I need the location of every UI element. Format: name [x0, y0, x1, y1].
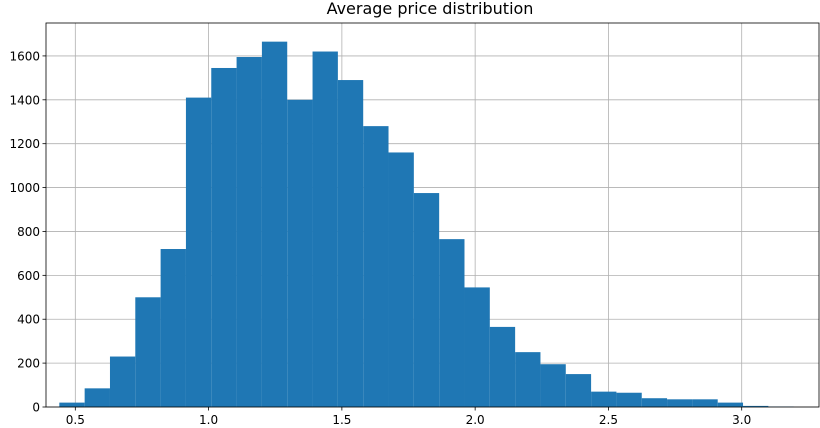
x-tick-label: 0.5: [66, 413, 85, 427]
x-tick-label: 3.0: [732, 413, 751, 427]
histogram-bar: [717, 402, 744, 407]
histogram-bar: [135, 297, 161, 407]
histogram-bar: [616, 392, 642, 407]
x-tick-label: 1.5: [332, 413, 351, 427]
y-tick-label: 1200: [9, 137, 40, 151]
y-tick-label: 1600: [9, 49, 40, 63]
histogram-bar: [59, 402, 85, 407]
histogram-bar: [591, 391, 617, 407]
histogram-bar: [160, 249, 186, 407]
histogram-bar: [515, 352, 541, 407]
histogram-bar: [287, 99, 313, 408]
histogram-bar: [565, 374, 592, 407]
histogram-bar: [743, 405, 769, 407]
x-tick-label: 2.0: [466, 413, 485, 427]
histogram-bar: [211, 67, 237, 408]
x-tick-label: 1.0: [199, 413, 218, 427]
histogram-bar: [109, 356, 136, 407]
histogram-bar: [185, 97, 212, 407]
histogram-bar: [540, 364, 566, 407]
y-tick-label: 600: [17, 269, 40, 283]
histogram-bar: [337, 80, 364, 408]
x-tick-label: 2.5: [599, 413, 618, 427]
histogram-bar: [692, 399, 718, 407]
y-tick-label: 0: [32, 401, 40, 415]
histogram-bar: [667, 399, 693, 407]
y-axis: 0 200 400 600 800 1000 1200 1400 1600: [9, 49, 46, 415]
grid-lines: [46, 23, 819, 408]
histogram-bars: [59, 41, 794, 408]
y-tick-label: 1400: [9, 93, 40, 107]
histogram-bar: [641, 398, 668, 407]
histogram-bar: [439, 239, 465, 407]
histogram-bar: [84, 388, 110, 407]
chart-title: Average price distribution: [327, 0, 534, 18]
histogram-bar: [236, 57, 262, 408]
histogram-bar: [464, 287, 490, 407]
histogram-bar: [261, 41, 288, 407]
y-tick-label: 1000: [9, 181, 40, 195]
y-tick-label: 800: [17, 225, 40, 239]
histogram-bar: [363, 126, 389, 407]
y-tick-label: 400: [17, 313, 40, 327]
y-tick-label: 200: [17, 357, 40, 371]
x-axis: 0.5 1.0 1.5 2.0 2.5 3.0: [66, 407, 751, 427]
histogram-bar: [312, 51, 338, 407]
histogram-bar: [388, 152, 414, 407]
histogram-bar: [413, 193, 440, 407]
axes-frame: [45, 22, 820, 408]
histogram-bar: [489, 326, 516, 407]
